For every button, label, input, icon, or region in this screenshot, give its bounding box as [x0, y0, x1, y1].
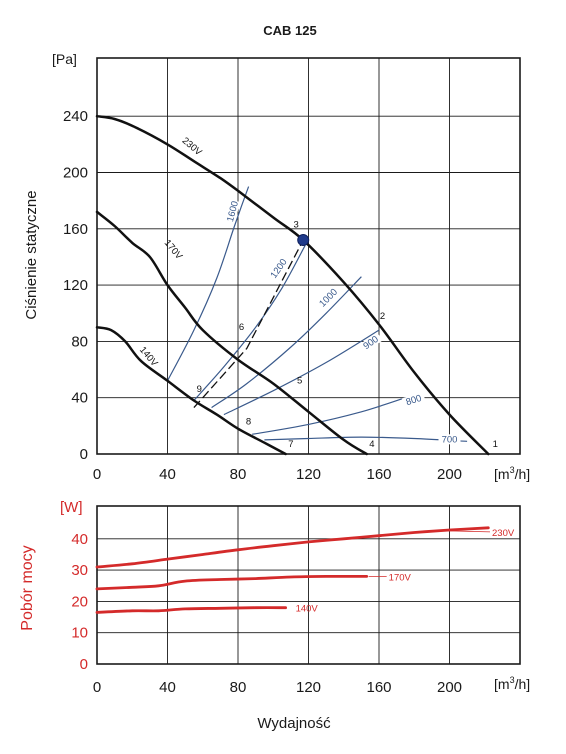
rpm-label-bg	[224, 199, 241, 224]
point-label-2: 2	[380, 311, 385, 322]
point-label-8: 8	[246, 416, 251, 427]
pressure-y-tick: 80	[71, 333, 88, 350]
power-y-tick: 0	[80, 656, 88, 673]
rpm-label-bg	[401, 392, 426, 409]
power-chart: 230V 170V 140V 0 40 80 120 160 200 0 10 20 30 40 [W]…	[19, 499, 530, 732]
pressure-y-tick: 240	[63, 108, 88, 125]
power-x-tick: 160	[366, 679, 391, 696]
rpm-label-1600: 1600	[225, 200, 241, 223]
pressure-x-tick: 0	[93, 466, 101, 483]
rpm-label-bg	[268, 256, 290, 281]
pressure-x-tick: 120	[296, 466, 321, 483]
power-x-unit: [m3/h]	[494, 675, 530, 692]
power-label-140v: 140V	[296, 604, 319, 615]
power-grid	[96, 505, 521, 665]
power-curve-140v	[95, 606, 287, 614]
power-curves	[95, 526, 490, 614]
pressure-grid	[96, 57, 521, 455]
rpm-line-1600	[166, 186, 250, 382]
power-curve-230v	[95, 526, 490, 569]
pressure-y-axis-title: Ciśnienie statyczne	[23, 190, 40, 319]
x-axis-title: Wydajność	[257, 715, 331, 732]
rpm-label-1200: 1200	[269, 257, 290, 281]
power-label-230v: 230V	[492, 528, 515, 539]
system-curve	[193, 239, 304, 409]
power-ticks: 0 40 80 120 160 200 0 10 20 30 40	[71, 531, 462, 696]
power-leader-line	[448, 530, 491, 533]
chart-title: CAB 125	[263, 23, 316, 38]
power-y-tick: 10	[71, 625, 88, 642]
rpm-label-bg	[316, 286, 340, 310]
power-y-tick: 30	[71, 562, 88, 579]
rpm-label-700: 700	[442, 434, 458, 445]
operating-point	[297, 234, 310, 247]
fan-curve-170v	[95, 210, 368, 456]
power-x-tick: 120	[296, 679, 321, 696]
pressure-x-tick: 200	[437, 466, 462, 483]
pressure-x-unit: [m3/h]	[494, 465, 530, 482]
rpm-line-900	[223, 329, 380, 416]
pressure-y-tick: 120	[63, 277, 88, 294]
voltage-label-140v: 140V	[137, 345, 160, 370]
rpm-label-800: 800	[405, 393, 423, 408]
power-y-tick: 20	[71, 593, 88, 610]
power-x-tick: 80	[230, 679, 247, 696]
fan-curve-140v	[95, 326, 287, 456]
power-x-tick: 40	[159, 679, 176, 696]
pressure-y-tick: 40	[71, 390, 88, 407]
power-curve-170v	[95, 574, 369, 591]
power-labels: 230V 170V 140V	[296, 528, 515, 615]
pressure-curves	[95, 114, 490, 456]
rpm-line-1000	[211, 276, 362, 409]
point-label-9: 9	[197, 384, 202, 395]
rpm-label-bg	[438, 434, 461, 445]
point-label-4: 4	[369, 439, 374, 450]
power-y-axis-title: Pobór mocy	[19, 545, 36, 630]
rpm-label-1000: 1000	[317, 287, 340, 310]
fan-curve-230v	[95, 114, 490, 456]
point-label-3: 3	[294, 219, 299, 230]
pressure-ticks: 0 40 80 120 160 200 0 40 80 120 160 200 240	[63, 108, 462, 483]
point-label-5: 5	[297, 376, 302, 387]
power-y-tick: 40	[71, 531, 88, 548]
pressure-y-tick: 200	[63, 165, 88, 182]
power-y-unit: [W]	[60, 499, 83, 516]
pressure-x-tick: 160	[366, 466, 391, 483]
pressure-x-tick: 80	[230, 466, 247, 483]
rpm-lines	[166, 186, 468, 442]
power-label-170v: 170V	[389, 572, 412, 583]
power-x-tick: 0	[93, 679, 101, 696]
pressure-y-unit: [Pa]	[52, 51, 77, 67]
point-label-1: 1	[493, 439, 498, 450]
pressure-y-tick: 160	[63, 221, 88, 238]
point-label-7: 7	[288, 439, 293, 450]
pressure-x-tick: 40	[159, 466, 176, 483]
rpm-line-1200	[193, 245, 306, 401]
rpm-line-800	[251, 397, 406, 435]
voltage-label-170v: 170V	[162, 238, 185, 263]
pressure-y-tick: 0	[80, 446, 88, 463]
point-label-6: 6	[239, 322, 244, 333]
rpm-label-bg	[358, 332, 383, 353]
power-x-tick: 200	[437, 679, 462, 696]
rpm-line-700	[264, 436, 468, 442]
